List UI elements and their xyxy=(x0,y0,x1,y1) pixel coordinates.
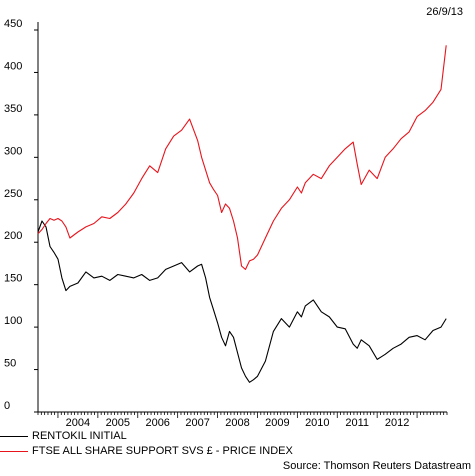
x-tick-label: 2008 xyxy=(225,417,249,429)
legend-item-ftse: FTSE ALL SHARE SUPPORT SVS £ - PRICE IND… xyxy=(0,445,293,457)
x-tick-label: 2010 xyxy=(305,417,329,429)
x-tick-label: 2007 xyxy=(185,417,209,429)
legend-label: RENTOKIL INITIAL xyxy=(32,430,127,442)
legend-swatch-black xyxy=(0,435,28,437)
x-axis: 2004 2005 2006 2007 2008 2009 2010 2011 2012 xyxy=(37,411,448,429)
series-lines xyxy=(37,45,447,383)
y-tick-label: 50 xyxy=(4,358,16,370)
y-tick-label: 150 xyxy=(4,273,22,285)
y-axis: 0 50 100 150 200 250 300 350 400 450 xyxy=(4,18,39,413)
date-stamp: 26/9/13 xyxy=(426,6,463,18)
source-note: Source: Thomson Reuters Datastream xyxy=(282,460,471,472)
y-tick-label: 100 xyxy=(4,315,22,327)
y-tick-label: 450 xyxy=(4,18,22,30)
x-tick-label: 2009 xyxy=(265,417,289,429)
y-tick-label: 400 xyxy=(4,60,22,72)
legend-swatch-red xyxy=(0,450,28,452)
y-tick-label: 200 xyxy=(4,230,22,242)
legend-item-rentokil: RENTOKIL INITIAL xyxy=(0,430,127,442)
series-line-rentokil xyxy=(37,220,447,383)
series-line-ftse xyxy=(37,45,447,270)
x-tick-label: 2005 xyxy=(106,417,130,429)
x-tick-label: 2012 xyxy=(385,417,409,429)
x-tick-label: 2006 xyxy=(145,417,169,429)
x-tick-label: 2011 xyxy=(345,417,369,429)
y-tick-label: 300 xyxy=(4,145,22,157)
x-tick-label: 2004 xyxy=(66,417,90,429)
y-tick-label: 250 xyxy=(4,188,22,200)
legend-label: FTSE ALL SHARE SUPPORT SVS £ - PRICE IND… xyxy=(32,445,293,457)
y-tick-label: 0 xyxy=(4,400,10,412)
y-tick-label: 350 xyxy=(4,103,22,115)
